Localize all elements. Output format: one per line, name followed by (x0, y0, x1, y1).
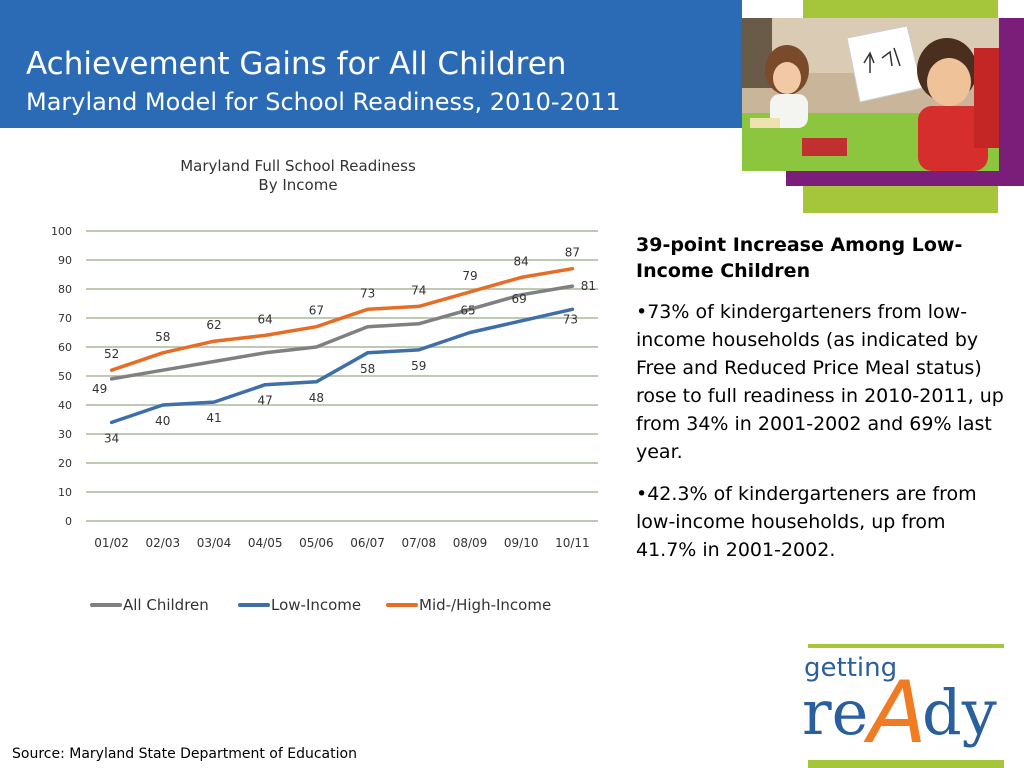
x-axis-ticks: 01/02 02/03 03/04 04/05 05/06 06/07 07/08 08/09… (94, 536, 589, 550)
logo-word-re: re (802, 676, 868, 749)
key-findings: 39-point Increase Among Low-Income Child… (636, 232, 1006, 578)
x-tick-label: 06/07 (350, 536, 385, 550)
y-tick-label: 0 (65, 515, 72, 528)
x-tick-label: 04/05 (248, 536, 283, 550)
legend-label: Mid-/High-Income (419, 596, 551, 614)
data-label: 73 (360, 286, 375, 300)
y-axis-ticks: 0 10 20 30 40 50 60 70 80 90 100 (51, 225, 72, 528)
chart-subtitle: By Income (258, 176, 337, 194)
getting-ready-logo: getting re A dy (796, 648, 1008, 763)
data-label: 58 (360, 362, 375, 376)
data-label: 67 (309, 304, 324, 318)
y-tick-label: 40 (58, 399, 72, 412)
chart-legend: All Children Low-Income Mid-/High-Income (90, 596, 551, 614)
data-label: 74 (411, 283, 426, 297)
decor-green-block-top (803, 0, 998, 18)
y-tick-label: 30 (58, 428, 72, 441)
chart-gridlines (86, 230, 598, 522)
data-label: 34 (104, 431, 119, 445)
page-title: Achievement Gains for All Children (26, 46, 567, 82)
data-label: 58 (155, 330, 170, 344)
decor-green-block-mid (803, 186, 998, 213)
series-line (109, 266, 575, 372)
data-label: 59 (411, 359, 426, 373)
line-chart: Maryland Full School Readiness By Income… (51, 157, 598, 614)
photo-illustration (742, 18, 999, 171)
y-tick-label: 60 (58, 341, 72, 354)
data-label: 87 (565, 246, 580, 260)
legend-label: All Children (123, 596, 209, 614)
y-tick-label: 100 (51, 225, 72, 238)
readiness-chart: Maryland Full School Readiness By Income… (30, 150, 620, 630)
y-tick-label: 90 (58, 254, 72, 267)
data-label: 49 (92, 382, 107, 396)
y-tick-label: 70 (58, 312, 72, 325)
y-tick-label: 10 (58, 486, 72, 499)
data-label: 47 (258, 394, 273, 408)
y-tick-label: 80 (58, 283, 72, 296)
logo-graphic: getting re A dy (802, 653, 997, 763)
children-drawing-photo (742, 18, 999, 171)
data-label: 48 (309, 391, 324, 405)
chart-series (109, 266, 575, 425)
data-label: 73 (563, 312, 578, 326)
y-tick-label: 50 (58, 370, 72, 383)
series-line (109, 284, 575, 381)
legend-label: Low-Income (271, 596, 361, 614)
data-labels: 49 81 34 40 41 47 48 58 59 65 69 73 52 58 62 64 67 73 74 79… (92, 246, 596, 446)
finding-item: •42.3% of kindergarteners are from low-i… (636, 483, 977, 561)
data-label: 69 (512, 292, 527, 306)
data-label: 62 (206, 318, 221, 332)
x-tick-label: 05/06 (299, 536, 334, 550)
x-tick-label: 07/08 (402, 536, 437, 550)
data-label: 65 (460, 304, 475, 318)
data-label: 64 (258, 312, 273, 326)
series-line (109, 307, 575, 425)
x-tick-label: 08/09 (453, 536, 488, 550)
logo-word-dy: dy (922, 676, 997, 749)
logo-letter-a: A (863, 663, 927, 760)
data-label: 84 (514, 254, 529, 268)
data-label: 41 (206, 411, 221, 425)
logo-word-getting: getting (804, 653, 897, 683)
data-label: 81 (581, 279, 596, 293)
title-bar: Achievement Gains for All Children Maryl… (0, 0, 742, 128)
x-tick-label: 02/03 (146, 536, 181, 550)
data-label: 79 (462, 269, 477, 283)
y-tick-label: 20 (58, 457, 72, 470)
x-tick-label: 09/10 (504, 536, 539, 550)
chart-title: Maryland Full School Readiness (180, 157, 416, 175)
x-tick-label: 10/11 (555, 536, 590, 550)
data-label: 40 (155, 414, 170, 428)
x-tick-label: 03/04 (197, 536, 232, 550)
source-note: Source: Maryland State Department of Edu… (12, 746, 357, 762)
finding-item: •73% of kindergarteners from low-income … (636, 301, 1004, 463)
x-tick-label: 01/02 (94, 536, 129, 550)
findings-heading: 39-point Increase Among Low-Income Child… (636, 234, 963, 282)
page-subtitle: Maryland Model for School Readiness, 201… (26, 88, 621, 116)
data-label: 52 (104, 347, 119, 361)
